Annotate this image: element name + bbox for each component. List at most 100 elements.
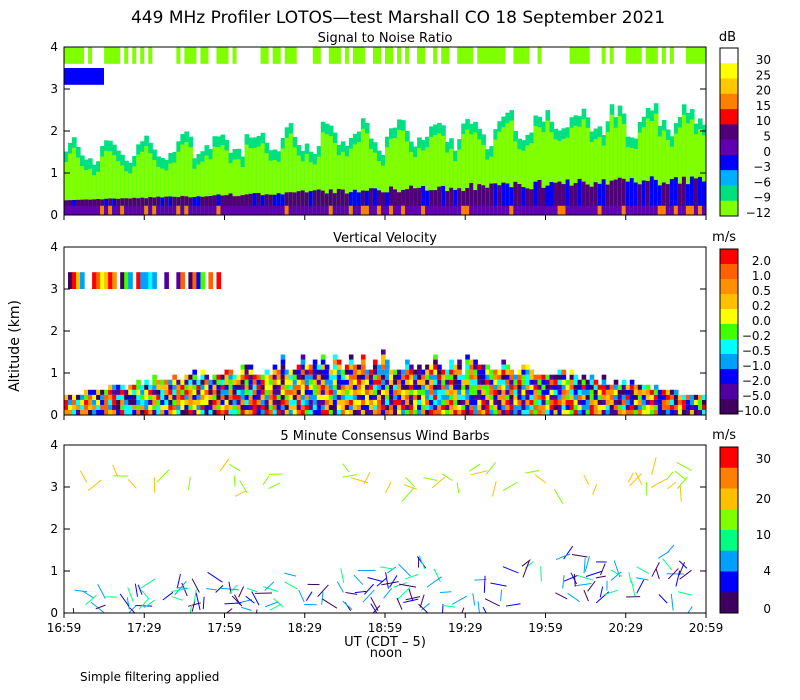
velocity-cell (216, 389, 222, 395)
velocity-cell (605, 394, 611, 400)
velocity-cell (429, 394, 434, 400)
velocity-cell (437, 404, 442, 410)
velocity-cell (401, 379, 406, 385)
snr-cell (324, 47, 330, 64)
snr-cell (268, 160, 274, 215)
velocity-cell (308, 404, 314, 410)
velocity-cell (272, 379, 278, 385)
velocity-cell (389, 379, 394, 385)
wind-barb (367, 577, 384, 583)
velocity-cell (477, 384, 482, 390)
snr-cell (629, 178, 635, 215)
velocity-cell (557, 379, 563, 385)
velocity-cell (372, 379, 378, 385)
snr-cell (557, 140, 563, 215)
snr-cell (609, 47, 615, 64)
snr-cell (465, 47, 470, 64)
velocity-cell (296, 379, 302, 385)
velocity-cell (120, 399, 125, 405)
velocity-cell (368, 379, 374, 385)
velocity-cell (68, 404, 73, 410)
snr-cell (224, 195, 230, 215)
velocity-cell (597, 389, 603, 395)
velocity-cell (685, 409, 691, 415)
velocity-cell (124, 389, 129, 395)
wind-barb (85, 594, 97, 606)
y-tick-label: 3 (50, 282, 58, 296)
snr-cell (296, 47, 302, 64)
snr-cell (481, 47, 486, 64)
wind-barb (376, 578, 387, 587)
velocity-cell (360, 394, 366, 400)
snr-cell (601, 47, 607, 64)
snr-cell (360, 128, 366, 215)
snr-cell (545, 47, 551, 64)
x-tick-label: 16:59 (47, 621, 82, 635)
velocity-cell (376, 399, 382, 405)
velocity-cell (493, 394, 498, 400)
velocity-cell (633, 384, 639, 390)
velocity-cell (645, 409, 651, 415)
velocity-cell (356, 374, 362, 380)
snr-cell (533, 181, 539, 215)
velocity-cell (409, 384, 414, 390)
wind-barb (234, 490, 247, 497)
snr-cell (385, 192, 390, 215)
snr-cell (112, 205, 117, 215)
velocity-cell (445, 374, 450, 380)
velocity-cell (80, 394, 85, 400)
velocity-cell (284, 404, 290, 410)
velocity-cell (376, 404, 382, 410)
velocity-cell (308, 364, 314, 370)
velocity-cell (473, 364, 478, 370)
velocity-cell (501, 404, 506, 410)
velocity-cell (200, 409, 206, 415)
velocity-cell (557, 374, 563, 380)
snr-cell (485, 159, 490, 215)
wind-barb (456, 482, 460, 494)
velocity-cell (188, 409, 193, 415)
velocity-cell (204, 389, 210, 395)
velocity-cell (577, 409, 583, 415)
snr-cell (368, 47, 374, 64)
velocity-cell (372, 389, 378, 395)
velocity-cell (385, 379, 390, 385)
velocity-cell (485, 389, 490, 395)
velocity-cell (473, 369, 478, 375)
snr-cell (312, 190, 318, 215)
velocity-cell (224, 409, 230, 415)
snr-cell (332, 47, 338, 64)
velocity-cell (457, 384, 462, 390)
snr-cell (421, 185, 426, 215)
wind-barb (592, 484, 598, 495)
velocity-cell (453, 379, 458, 385)
velocity-cell (348, 374, 354, 380)
velocity-cell (128, 404, 133, 410)
snr-cell (116, 205, 121, 215)
velocity-cell (172, 399, 177, 405)
snr-cell (200, 205, 206, 215)
velocity-cell (348, 369, 354, 375)
velocity-cell (461, 384, 466, 390)
snr-cell (308, 47, 314, 64)
velocity-cell (324, 379, 330, 385)
velocity-cell (629, 394, 635, 400)
snr-cell (352, 47, 358, 64)
velocity-cell (433, 409, 438, 415)
velocity-cell (204, 379, 210, 385)
velocity-cell (364, 374, 370, 380)
velocity-cell (529, 399, 535, 405)
velocity-cell (268, 384, 274, 390)
velocity-cell (397, 379, 402, 385)
velocity-cell (252, 404, 258, 410)
velocity-cell (521, 374, 527, 380)
wind-barb (188, 476, 191, 490)
velocity-cell (360, 374, 366, 380)
y-tick-label: 3 (50, 480, 58, 494)
velocity-cell (240, 379, 246, 385)
velocity-cell (661, 399, 667, 405)
snr-cell (204, 196, 210, 215)
velocity-cell (348, 354, 354, 360)
velocity-cell (360, 399, 366, 405)
velocity-cell (168, 409, 173, 415)
